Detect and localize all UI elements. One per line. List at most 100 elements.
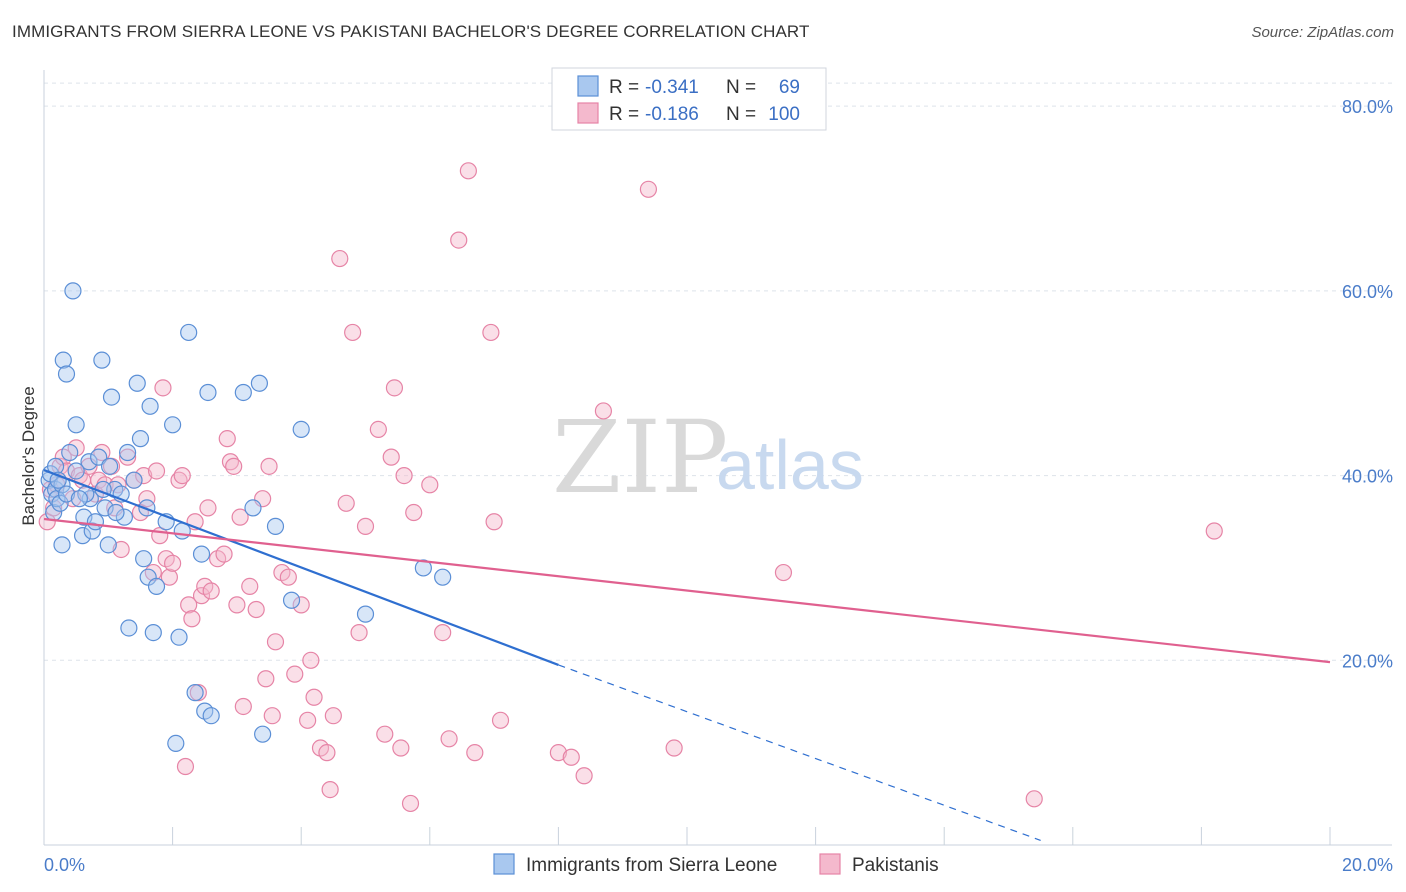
x-tick-label: 20.0% <box>1342 855 1393 875</box>
pakistanis-point <box>192 587 211 605</box>
sierra-leone-point <box>118 443 137 462</box>
sierra-leone-point <box>186 684 204 702</box>
sierra-leone-point <box>67 462 85 480</box>
watermark: ZIP atlas <box>552 399 864 516</box>
pakistanis-point <box>234 697 252 716</box>
pakistanis-point <box>1205 522 1223 540</box>
bottom-legend-label-sierra-leone: Immigrants from Sierra Leone <box>526 855 777 876</box>
sierra-leone-point <box>57 365 76 383</box>
pakistanis-point <box>263 707 281 725</box>
pakistanis-point <box>385 379 404 397</box>
sierra-leone-point <box>164 416 182 434</box>
sierra-leone-point <box>282 591 301 609</box>
pakistanis-point <box>434 623 452 642</box>
sierra-leone-point <box>93 351 111 369</box>
sierra-leone-point <box>57 485 76 503</box>
tick-labels: 20.0% 40.0% 60.0% 80.0% 0.0% 20.0% <box>44 97 1393 875</box>
pakistanis-point <box>405 503 423 522</box>
pakistanis-point <box>118 448 137 466</box>
pakistanis-point <box>440 730 458 748</box>
pakistanis-point <box>173 466 191 485</box>
pakistanis-point <box>482 323 500 342</box>
pakistanis-point <box>112 540 130 559</box>
pakistanis-point <box>228 596 246 614</box>
pakistanis-point <box>392 739 410 757</box>
pakistanis-point <box>562 748 580 766</box>
pakistanis-trend-line <box>43 517 1331 664</box>
sierra-leone-point <box>54 351 72 369</box>
sierra-leone-point <box>120 619 138 637</box>
pakistanis-point <box>257 670 275 688</box>
pakistanis-point <box>225 457 243 475</box>
sierra-leone-point <box>202 707 220 725</box>
pakistanis-point <box>180 596 198 614</box>
sierra-leone-point <box>86 513 105 531</box>
sierra-leone-point <box>144 623 162 642</box>
pakistanis-point <box>260 457 278 475</box>
pakistanis-point <box>231 508 249 526</box>
pakistanis-point <box>549 744 568 762</box>
sierra-leone-point <box>67 416 85 434</box>
y-tick-label: 60.0% <box>1342 282 1393 302</box>
pakistanis-point <box>292 596 310 614</box>
sierra-leone-point <box>107 503 125 522</box>
sierra-leone-point <box>434 568 452 586</box>
sierra-leone-point <box>128 374 146 392</box>
pakistanis-point <box>774 563 793 582</box>
sierra-leone-point <box>199 383 217 402</box>
pakistanis-point <box>286 665 304 683</box>
pakistanis-point <box>639 180 658 198</box>
pakistanis-point <box>350 623 368 642</box>
pakistanis-point <box>215 545 233 563</box>
pakistanis-point <box>376 725 394 743</box>
pakistanis-point <box>138 490 156 508</box>
pakistanis-point <box>176 757 195 776</box>
y-tick-label: 40.0% <box>1342 467 1393 487</box>
pakistanis-point <box>331 249 349 268</box>
pakistanis-point <box>401 794 420 813</box>
chart-title: IMMIGRANTS FROM SIERRA LEONE VS PAKISTAN… <box>12 22 810 41</box>
sierra-leone-point <box>167 734 185 753</box>
sierra-leone-point <box>234 383 252 402</box>
sierra-leone-point <box>147 577 166 596</box>
sierra-leone-trend-extension <box>558 664 1041 841</box>
legend-n-label-2: N = <box>726 104 756 125</box>
pakistanis-point <box>199 499 217 517</box>
sierra-leone-point <box>131 430 150 448</box>
pakistanis-point <box>594 402 613 420</box>
pakistanis-points <box>38 162 1223 813</box>
pakistanis-point <box>299 711 317 729</box>
pakistanis-point <box>324 707 342 725</box>
pakistanis-point <box>356 517 375 535</box>
pakistanis-point <box>241 577 259 596</box>
bottom-legend-label-pakistanis: Pakistanis <box>852 855 939 876</box>
pakistanis-point <box>450 231 468 249</box>
pakistanis-point <box>135 466 153 485</box>
sierra-leone-point <box>64 282 82 300</box>
sierra-leone-point <box>250 374 269 392</box>
pakistanis-point <box>170 471 188 489</box>
sierra-leone-trend-line <box>43 469 559 666</box>
pakistanis-point <box>459 162 477 180</box>
bottom-legend-swatch-pink <box>819 853 841 875</box>
pakistanis-point <box>369 420 387 439</box>
pakistanis-point <box>344 323 362 342</box>
stats-legend: R = -0.341 N = 69 R = -0.186 N = 100 <box>551 67 827 131</box>
pakistanis-point <box>337 494 355 512</box>
sierra-leone-point <box>100 457 119 475</box>
pakistanis-point <box>164 554 182 572</box>
pakistanis-point <box>305 688 323 706</box>
legend-n-value-1: 69 <box>779 77 800 98</box>
sierra-leone-point <box>266 517 285 535</box>
pakistanis-point <box>93 443 111 462</box>
pakistanis-point <box>247 600 265 619</box>
sierra-leone-point <box>90 448 108 466</box>
legend-r-label-1: R = <box>609 77 639 98</box>
source-label: Source: ZipAtlas.com <box>1251 24 1394 41</box>
legend-swatch-pink <box>577 102 599 124</box>
pakistanis-point <box>218 430 236 448</box>
pakistanis-point <box>221 453 240 471</box>
y-axis-label: Bachelor's Degree <box>19 386 38 525</box>
sierra-leone-point <box>83 522 101 540</box>
